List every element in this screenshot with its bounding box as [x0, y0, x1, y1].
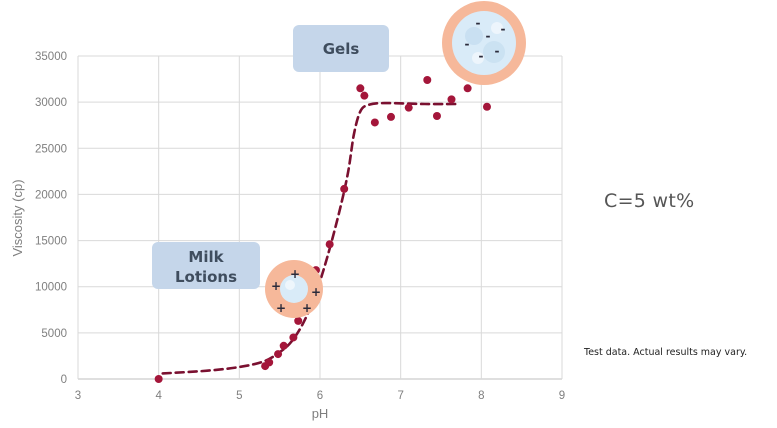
x-tick-label: 9: [559, 390, 565, 402]
data-point: [447, 95, 456, 104]
milk-label: Milk: [188, 248, 224, 266]
data-point: [154, 375, 163, 383]
svg-text:+: +: [290, 267, 300, 281]
y-tick-label: 15000: [35, 236, 67, 248]
svg-text:-: -: [495, 44, 500, 58]
y-tick-label: 30000: [35, 97, 67, 109]
data-point: [360, 91, 369, 100]
svg-text:+: +: [302, 301, 312, 315]
y-tick-label: 25000: [35, 143, 67, 155]
y-tick-label: 20000: [35, 189, 67, 201]
y-tick-label: 0: [61, 374, 67, 386]
x-tick-label: 3: [75, 390, 81, 402]
data-point: [289, 333, 298, 342]
chart-grid: [77, 55, 563, 380]
trend-line: [161, 101, 459, 375]
x-tick-label: 6: [317, 390, 323, 402]
x-tick-label: 5: [236, 390, 242, 402]
chart-marks: [154, 75, 491, 383]
data-point: [274, 350, 283, 359]
data-point: [340, 184, 349, 193]
gels-label: Gels: [323, 40, 360, 58]
gels-box: Gels: [293, 25, 389, 72]
concentration-label: C=5 wt%: [604, 190, 695, 212]
data-point: [482, 102, 491, 111]
data-point: [356, 84, 365, 93]
lotions-label: Lotions: [175, 268, 237, 286]
x-axis-title: pH: [312, 406, 329, 421]
svg-text:-: -: [479, 49, 484, 63]
y-axis-title: Viscosity (cp): [10, 179, 25, 256]
x-tick-label: 7: [397, 390, 403, 402]
svg-text:+: +: [276, 301, 286, 315]
disclaimer-note: Test data. Actual results may vary.: [584, 347, 748, 358]
data-point: [463, 84, 472, 93]
gel-particle-icon: - - - - - -: [442, 1, 526, 85]
x-tick-label: 4: [155, 390, 162, 402]
svg-text:+: +: [271, 279, 281, 293]
svg-text:-: -: [465, 37, 470, 51]
lotion-particle-icon: + + + + +: [265, 260, 323, 318]
data-point: [386, 112, 395, 121]
svg-text:+: +: [311, 285, 321, 299]
data-point: [404, 103, 413, 112]
data-point: [265, 358, 274, 367]
y-tick-label: 10000: [35, 282, 67, 294]
svg-text:-: -: [476, 16, 481, 30]
data-point: [432, 111, 441, 120]
data-point: [423, 75, 432, 84]
data-point: [325, 240, 334, 249]
data-point: [294, 316, 303, 325]
data-point: [279, 341, 288, 350]
svg-text:-: -: [501, 22, 506, 36]
chart-ticks: 0 5000 10000 15000 20000 25000 30000 35000 3 4 5 6 7…: [35, 51, 565, 402]
y-tick-label: 35000: [35, 51, 67, 63]
x-tick-label: 8: [478, 390, 484, 402]
svg-text:-: -: [486, 29, 491, 43]
y-tick-label: 5000: [41, 328, 67, 340]
data-point: [370, 118, 379, 127]
milk-lotions-box: Milk Lotions: [152, 242, 260, 289]
